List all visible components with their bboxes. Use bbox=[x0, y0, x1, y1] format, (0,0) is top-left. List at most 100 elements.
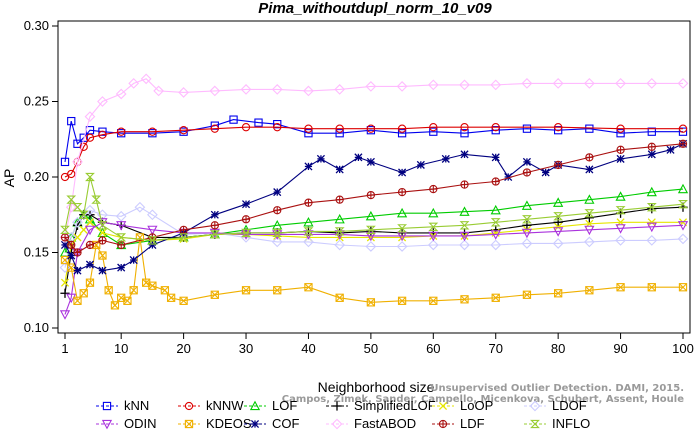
data-point-kdeos bbox=[335, 293, 344, 302]
x-tick-label: 20 bbox=[176, 341, 190, 356]
data-point-knn bbox=[678, 127, 688, 136]
marker-shape bbox=[677, 78, 689, 89]
data-point-odin bbox=[677, 221, 689, 231]
legend-item-odin: ODIN bbox=[96, 416, 157, 431]
marker-shape bbox=[184, 401, 194, 411]
marker-shape bbox=[647, 150, 656, 159]
marker-shape bbox=[117, 263, 126, 272]
marker-shape bbox=[67, 263, 76, 272]
marker-shape bbox=[241, 228, 251, 238]
marker-shape bbox=[128, 78, 140, 89]
data-point-ldf bbox=[429, 184, 438, 194]
data-point-ldof bbox=[365, 241, 377, 252]
marker-shape bbox=[677, 233, 689, 245]
data-point-odin bbox=[84, 225, 96, 236]
marker-shape bbox=[677, 183, 689, 194]
marker-shape bbox=[72, 216, 83, 228]
marker-shape bbox=[67, 116, 76, 126]
marker-shape bbox=[179, 296, 188, 305]
marker-shape bbox=[66, 195, 77, 204]
marker-shape bbox=[60, 255, 70, 265]
marker-shape bbox=[85, 260, 95, 269]
data-point-fastabod bbox=[97, 96, 108, 107]
marker-shape bbox=[166, 293, 176, 302]
marker-shape bbox=[148, 127, 157, 136]
data-point-knnw bbox=[460, 123, 469, 132]
marker-shape bbox=[365, 241, 377, 252]
marker-shape bbox=[522, 215, 532, 224]
data-point-knnw bbox=[397, 124, 407, 133]
marker-shape bbox=[428, 207, 439, 218]
data-point-ldf bbox=[616, 145, 625, 154]
marker-shape bbox=[459, 206, 470, 216]
data-point-odin bbox=[521, 228, 533, 239]
marker-shape bbox=[242, 286, 251, 295]
marker-shape bbox=[529, 400, 541, 412]
marker-shape bbox=[334, 213, 345, 224]
data-point-lof bbox=[584, 194, 595, 204]
marker-shape bbox=[541, 168, 550, 177]
data-point-cof bbox=[616, 154, 625, 163]
x-tick-label: 80 bbox=[551, 341, 565, 356]
marker-shape bbox=[272, 228, 283, 238]
marker-shape bbox=[615, 78, 626, 89]
marker-shape bbox=[185, 420, 193, 428]
data-point-odin bbox=[490, 230, 501, 240]
legend-item-simplifiedlof: SimplifiedLOF bbox=[326, 398, 436, 413]
data-point-kdeos bbox=[585, 286, 594, 295]
data-point-knn bbox=[491, 126, 500, 135]
marker-shape bbox=[585, 286, 594, 295]
marker-shape bbox=[554, 289, 563, 298]
legend-item-knn: kNN bbox=[96, 398, 149, 413]
data-point-inflo bbox=[522, 215, 532, 224]
data-point-odin bbox=[553, 227, 564, 237]
data-point-cof bbox=[541, 168, 550, 177]
data-point-ldf bbox=[397, 187, 407, 197]
marker-shape bbox=[615, 235, 626, 246]
data-point-kdeos bbox=[397, 296, 407, 305]
marker-shape bbox=[72, 203, 83, 212]
data-point-kdeos bbox=[616, 283, 625, 292]
marker-shape bbox=[142, 278, 151, 287]
marker-shape bbox=[123, 296, 132, 305]
legend-item-ldf: LDF bbox=[432, 416, 485, 431]
marker-shape bbox=[460, 123, 469, 132]
data-point-cof bbox=[366, 157, 375, 166]
marker-shape bbox=[429, 296, 438, 305]
data-point-knnw bbox=[678, 124, 688, 133]
marker-shape bbox=[397, 296, 407, 305]
y-tick-label: 0.10 bbox=[24, 320, 49, 335]
marker-shape bbox=[98, 228, 107, 237]
marker-shape bbox=[491, 293, 500, 302]
data-point-inflo bbox=[615, 206, 626, 215]
marker-shape bbox=[334, 84, 346, 95]
marker-shape bbox=[647, 218, 656, 227]
data-point-inflo bbox=[97, 221, 108, 230]
marker-shape bbox=[646, 78, 658, 89]
marker-shape bbox=[303, 236, 314, 248]
marker-shape bbox=[521, 228, 533, 239]
marker-shape bbox=[84, 204, 96, 216]
marker-shape bbox=[116, 233, 127, 242]
data-point-ldf bbox=[304, 198, 313, 207]
data-point-ldof bbox=[84, 204, 96, 216]
data-point-loop bbox=[554, 222, 563, 231]
data-point-ldf bbox=[179, 225, 188, 234]
marker-shape bbox=[61, 256, 69, 265]
marker-shape bbox=[490, 79, 502, 91]
marker-shape bbox=[459, 239, 470, 251]
marker-shape bbox=[646, 203, 657, 212]
marker-shape bbox=[522, 290, 531, 299]
data-point-kdeos bbox=[273, 286, 282, 295]
marker-shape bbox=[365, 210, 376, 221]
data-point-knn bbox=[304, 129, 313, 138]
data-point-loop bbox=[60, 278, 70, 287]
data-point-ldf bbox=[554, 160, 563, 170]
marker-shape bbox=[117, 293, 126, 302]
data-point-cof bbox=[85, 260, 95, 269]
data-point-ldof bbox=[134, 201, 146, 213]
marker-shape bbox=[365, 225, 376, 234]
data-point-ldof bbox=[646, 235, 658, 246]
data-point-lof bbox=[490, 204, 501, 215]
marker-shape bbox=[304, 283, 313, 292]
